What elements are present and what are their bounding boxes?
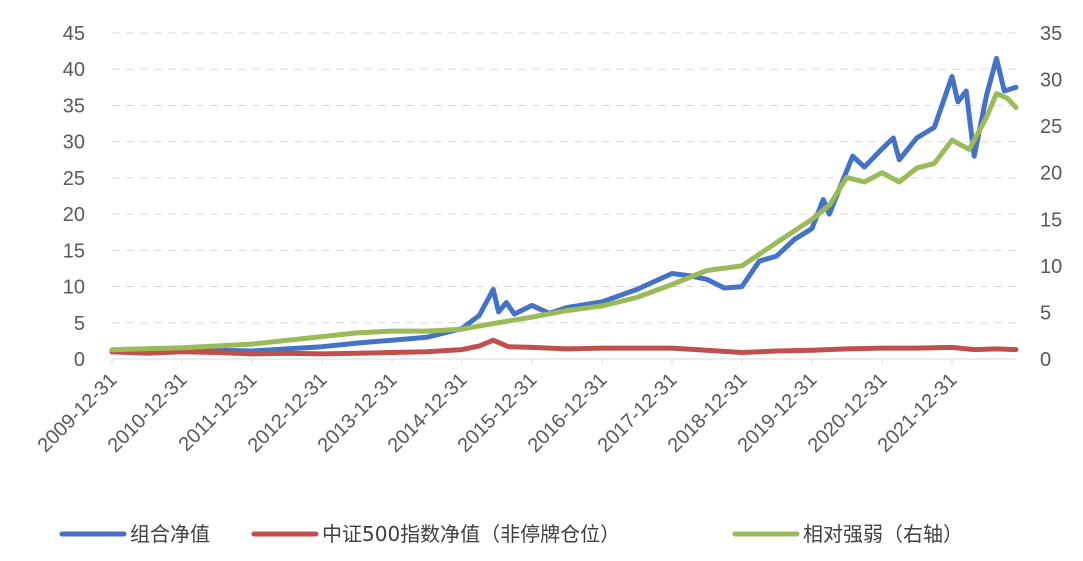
x-axis-ticks: 2009-12-312010-12-312011-12-312012-12-31… bbox=[34, 359, 962, 457]
right-tick-label: 0 bbox=[1040, 349, 1051, 371]
right-tick-label: 5 bbox=[1040, 302, 1051, 324]
right-tick-label: 25 bbox=[1040, 116, 1062, 138]
series-line-0 bbox=[109, 55, 1019, 355]
right-axis-ticks: 0 5 10 15 20 25 30 35 bbox=[1040, 23, 1062, 371]
right-tick-label: 10 bbox=[1040, 256, 1062, 278]
left-tick-label: 10 bbox=[63, 277, 85, 299]
left-tick-label: 45 bbox=[63, 23, 85, 45]
right-tick-label: 20 bbox=[1040, 163, 1062, 185]
left-tick-label: 5 bbox=[74, 313, 85, 335]
gridlines bbox=[112, 32, 1016, 324]
series-line-2 bbox=[109, 91, 1019, 353]
series-lines bbox=[109, 55, 1019, 357]
right-tick-label: 30 bbox=[1040, 70, 1062, 92]
left-tick-label: 40 bbox=[63, 59, 85, 81]
series-line-1 bbox=[109, 337, 1019, 357]
left-tick-label: 0 bbox=[74, 349, 85, 371]
legend-label: 组合净值 bbox=[130, 522, 210, 546]
left-tick-label: 20 bbox=[63, 204, 85, 226]
left-axis-ticks: 0 5 10 15 20 25 30 35 40 45 bbox=[63, 23, 85, 371]
legend-label: 中证500指数净值（非停牌仓位） bbox=[322, 522, 620, 546]
left-tick-label: 15 bbox=[63, 240, 85, 262]
left-tick-label: 25 bbox=[63, 168, 85, 190]
legend: 组合净值 中证500指数净值（非停牌仓位） 相对强弱（右轴） bbox=[59, 522, 963, 546]
right-tick-label: 15 bbox=[1040, 209, 1062, 231]
left-tick-label: 35 bbox=[63, 95, 85, 117]
right-tick-label: 35 bbox=[1040, 23, 1062, 45]
legend-label: 相对强弱（右轴） bbox=[803, 522, 963, 546]
left-tick-label: 30 bbox=[63, 132, 85, 154]
